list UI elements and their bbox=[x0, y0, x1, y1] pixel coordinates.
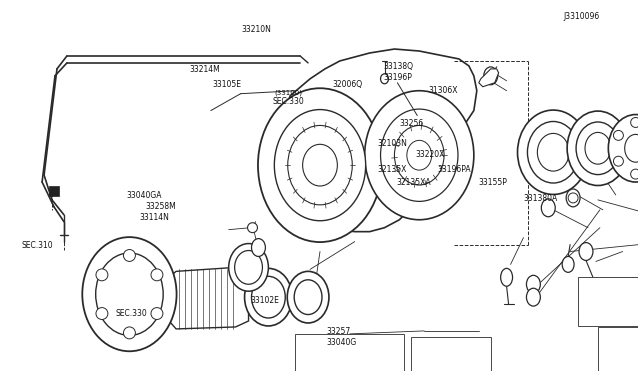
Circle shape bbox=[151, 269, 163, 281]
Circle shape bbox=[614, 131, 623, 140]
Text: 33196PA: 33196PA bbox=[438, 165, 471, 174]
Text: 33114N: 33114N bbox=[139, 213, 169, 222]
Text: 33105E: 33105E bbox=[212, 80, 241, 89]
Text: 32135X: 32135X bbox=[377, 165, 406, 174]
Bar bbox=[412, 337, 491, 372]
Circle shape bbox=[96, 269, 108, 281]
Ellipse shape bbox=[567, 111, 628, 186]
Ellipse shape bbox=[527, 122, 579, 183]
Text: 331380A: 331380A bbox=[524, 195, 557, 203]
Text: 33138Q: 33138Q bbox=[383, 61, 413, 71]
Ellipse shape bbox=[576, 122, 620, 174]
Circle shape bbox=[124, 250, 136, 262]
Ellipse shape bbox=[538, 134, 569, 171]
Ellipse shape bbox=[585, 132, 611, 164]
Ellipse shape bbox=[527, 288, 540, 306]
Text: 32103N: 32103N bbox=[377, 139, 407, 148]
Text: 31306X: 31306X bbox=[428, 86, 458, 94]
Text: 33210N: 33210N bbox=[241, 25, 271, 33]
Circle shape bbox=[248, 223, 257, 232]
Circle shape bbox=[124, 327, 136, 339]
Text: 33257: 33257 bbox=[326, 327, 351, 336]
Circle shape bbox=[630, 169, 640, 179]
Text: 33258M: 33258M bbox=[145, 202, 176, 211]
Ellipse shape bbox=[381, 109, 458, 201]
Ellipse shape bbox=[562, 256, 574, 272]
Text: 32006Q: 32006Q bbox=[333, 80, 363, 89]
Circle shape bbox=[630, 118, 640, 128]
Ellipse shape bbox=[394, 125, 444, 185]
Polygon shape bbox=[169, 267, 248, 329]
Bar bbox=[578, 277, 640, 327]
Text: 32135XA: 32135XA bbox=[396, 178, 431, 187]
Text: 33256: 33256 bbox=[399, 119, 424, 128]
Ellipse shape bbox=[484, 67, 498, 85]
Text: SEC.310: SEC.310 bbox=[22, 241, 53, 250]
Ellipse shape bbox=[287, 271, 329, 323]
Bar bbox=[49, 186, 59, 196]
Ellipse shape bbox=[579, 243, 593, 260]
Ellipse shape bbox=[294, 280, 322, 315]
Ellipse shape bbox=[500, 268, 513, 286]
Ellipse shape bbox=[381, 74, 388, 84]
Circle shape bbox=[614, 156, 623, 166]
Ellipse shape bbox=[541, 199, 556, 217]
Text: 33040G: 33040G bbox=[326, 339, 356, 347]
Ellipse shape bbox=[258, 88, 382, 242]
Ellipse shape bbox=[518, 110, 589, 195]
Bar bbox=[598, 327, 640, 372]
Text: 33196P: 33196P bbox=[383, 73, 412, 81]
Ellipse shape bbox=[566, 189, 580, 207]
Text: 33040GA: 33040GA bbox=[126, 191, 162, 200]
Ellipse shape bbox=[288, 125, 352, 205]
Ellipse shape bbox=[96, 253, 163, 336]
Polygon shape bbox=[479, 69, 499, 87]
Ellipse shape bbox=[228, 244, 268, 291]
Text: (33100): (33100) bbox=[274, 90, 302, 96]
Ellipse shape bbox=[609, 115, 640, 182]
Ellipse shape bbox=[235, 250, 262, 284]
Text: 33155P: 33155P bbox=[479, 178, 508, 187]
Ellipse shape bbox=[407, 140, 431, 170]
Ellipse shape bbox=[275, 110, 365, 221]
Text: J3310096: J3310096 bbox=[563, 12, 600, 22]
Text: SEC.330: SEC.330 bbox=[273, 97, 304, 106]
Text: SEC.330: SEC.330 bbox=[115, 309, 147, 318]
Ellipse shape bbox=[527, 275, 540, 293]
Text: 33220X: 33220X bbox=[415, 150, 445, 159]
Ellipse shape bbox=[252, 276, 285, 318]
Bar bbox=[295, 334, 404, 372]
Circle shape bbox=[568, 193, 578, 203]
Ellipse shape bbox=[365, 91, 474, 220]
Ellipse shape bbox=[625, 134, 640, 162]
Ellipse shape bbox=[244, 268, 292, 326]
Polygon shape bbox=[280, 49, 477, 232]
Text: 33214M: 33214M bbox=[190, 65, 221, 74]
Ellipse shape bbox=[252, 238, 266, 256]
Ellipse shape bbox=[303, 144, 337, 186]
Text: 33102E: 33102E bbox=[250, 296, 279, 305]
Circle shape bbox=[96, 308, 108, 320]
Ellipse shape bbox=[83, 237, 177, 351]
Circle shape bbox=[151, 308, 163, 320]
